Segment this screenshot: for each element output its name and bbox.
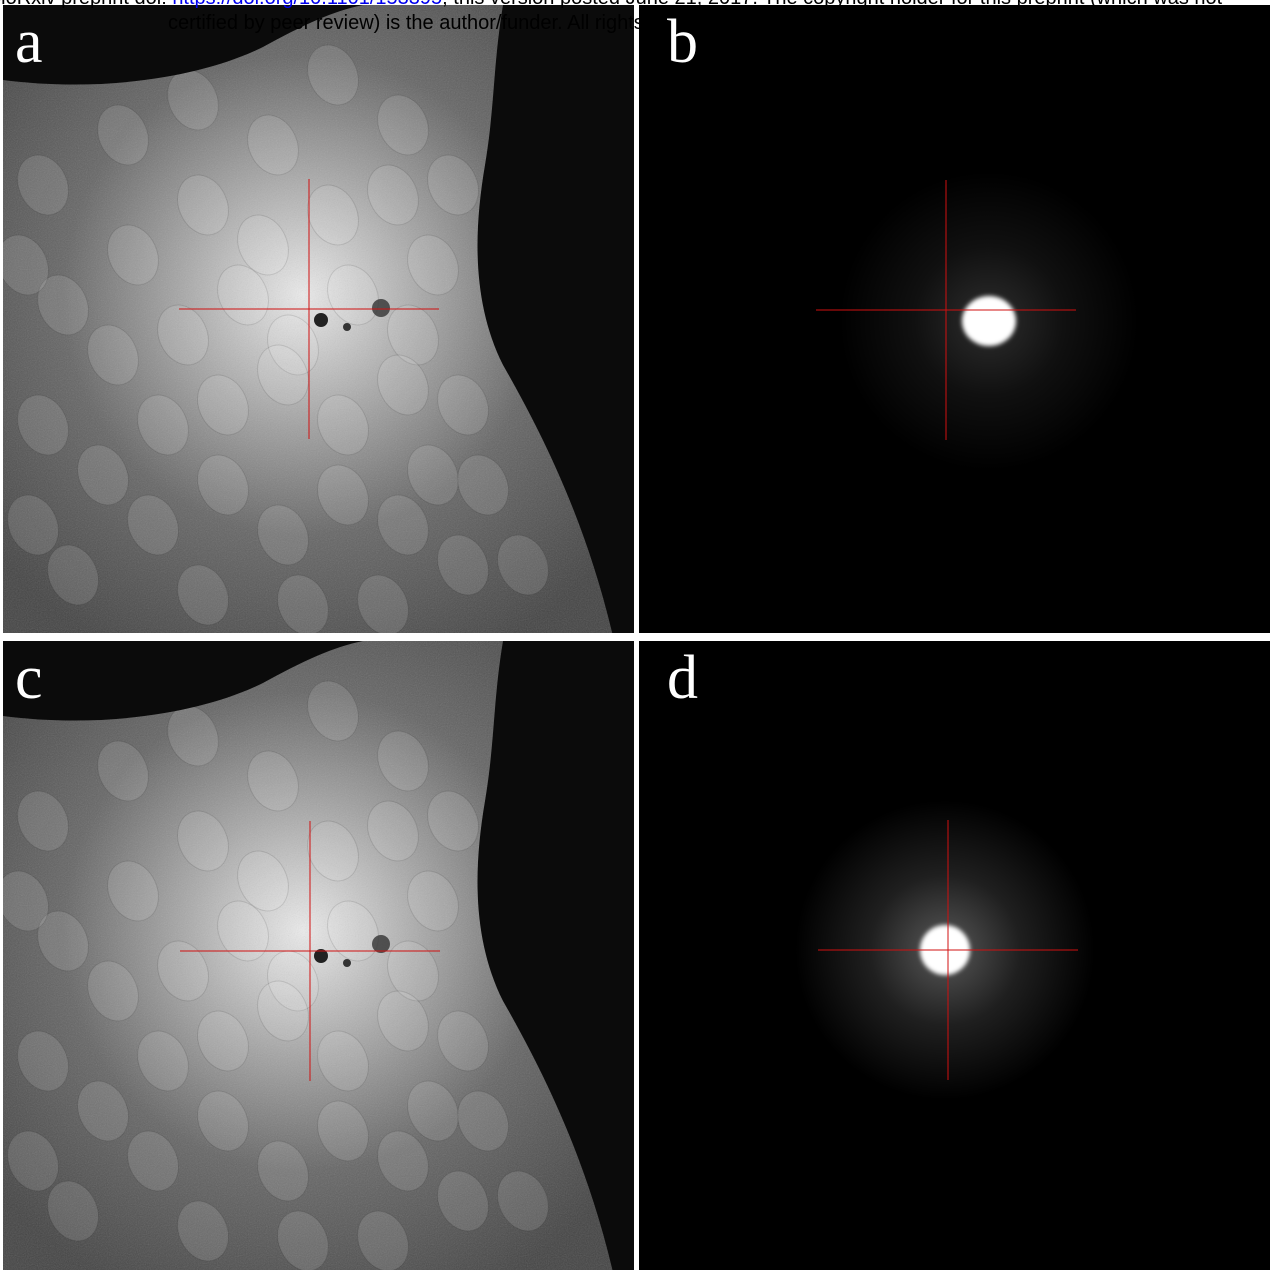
panel-image: d	[639, 641, 1270, 1270]
panel-image: b	[639, 5, 1270, 633]
preprint-header: bioRxiv preprint doi: https://doi.org/10…	[0, 0, 1279, 40]
header-line: bioRxiv preprint doi: https://doi.org/10…	[0, 0, 1222, 10]
panel-image: a	[3, 5, 634, 633]
page: bioRxiv preprint doi: https://doi.org/10…	[0, 0, 1279, 1270]
panel-label: c	[15, 644, 43, 712]
header-text: bioRxiv preprint doi:	[0, 0, 172, 9]
doi-link[interactable]: https://doi.org/10.1101/153395	[172, 0, 442, 9]
header-line: certified by peer review) is the author/…	[168, 12, 644, 35]
panel-image: c	[3, 641, 634, 1270]
particle	[343, 959, 351, 967]
particle	[314, 313, 328, 327]
particle	[343, 323, 351, 331]
particle	[372, 935, 390, 953]
particle	[372, 299, 390, 317]
beam-spot	[962, 296, 1016, 346]
header-text: ; this version posted June 21, 2017. The…	[442, 0, 1222, 9]
panel-label: d	[667, 644, 698, 712]
